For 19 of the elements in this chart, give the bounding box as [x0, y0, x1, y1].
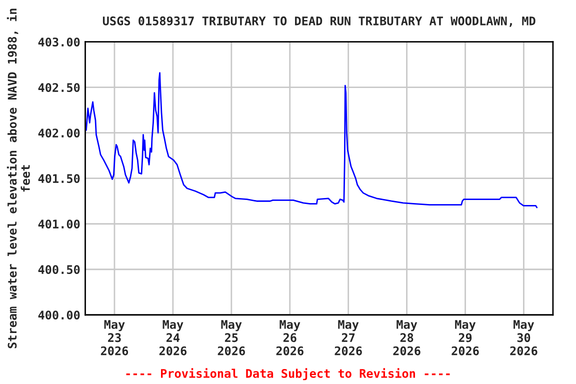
y-tick-label: 402.00 — [38, 128, 80, 138]
x-tick-label: May 27 2026 — [334, 320, 362, 356]
x-tick-label: May 29 2026 — [452, 320, 479, 356]
chart-title: USGS 01589317 TRIBUTARY TO DEAD RUN TRIBUTARY AT WOODLAWN, MD — [102, 16, 536, 27]
x-tick-label: May 25 2026 — [218, 320, 245, 356]
x-tick-label: May 23 2026 — [100, 320, 128, 356]
y-tick-label: 403.00 — [38, 38, 80, 47]
y-tick-label: 401.50 — [38, 174, 80, 184]
x-tick-label: May 28 2026 — [393, 320, 420, 356]
y-tick-label: 400.00 — [38, 310, 80, 320]
x-tick-label: May 24 2026 — [159, 320, 187, 356]
x-tick-label: May 26 2026 — [276, 320, 304, 356]
line-series — [86, 72, 538, 208]
y-tick-label: 402.50 — [38, 83, 80, 92]
text: ---- Provisional Data Subject to Revision ---- — [126, 368, 450, 380]
y-axis-title: Stream water level elevation above NAVD 1988, in feet — [6, 8, 30, 348]
y-tick-label: 401.00 — [38, 220, 80, 229]
x-tick-label: May 30 2026 — [510, 320, 538, 356]
y-tick-label: 400.50 — [38, 265, 80, 274]
